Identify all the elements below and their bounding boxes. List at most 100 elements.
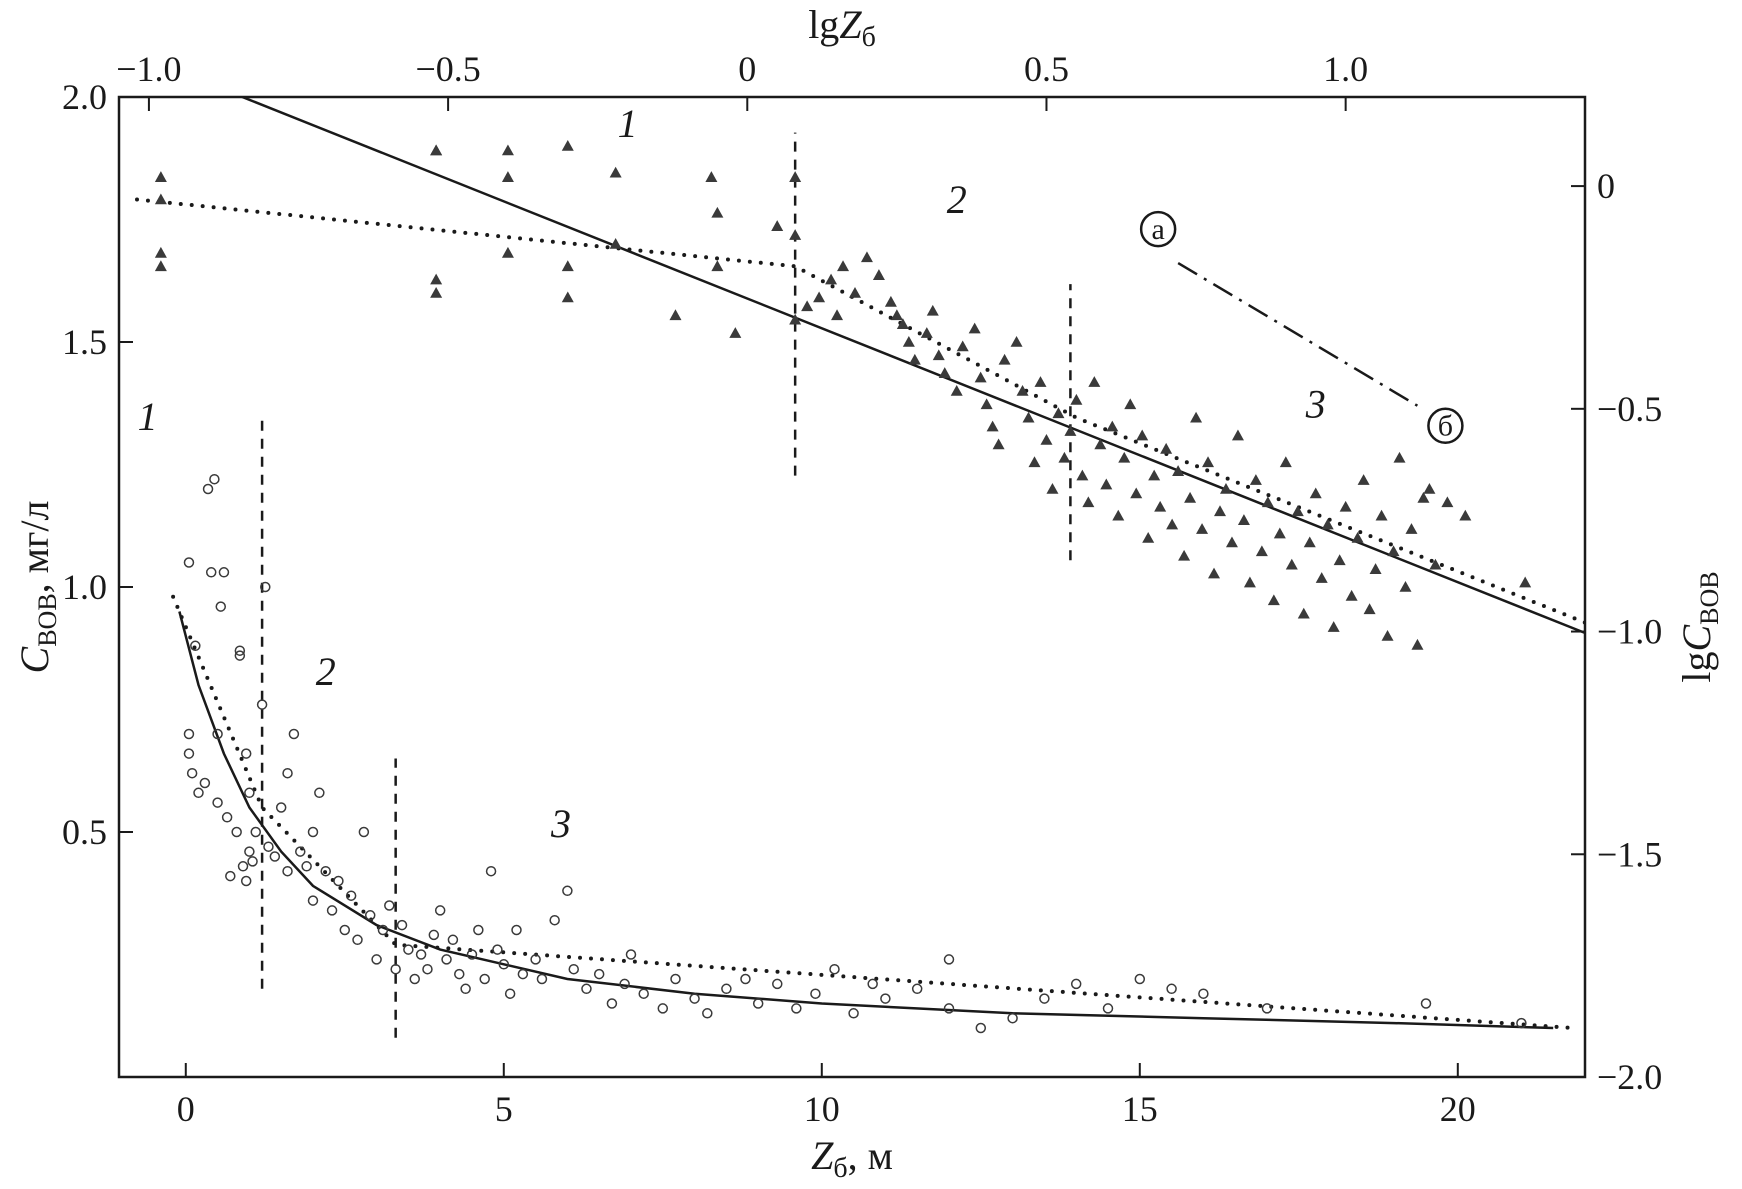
data-point-circle bbox=[231, 826, 242, 838]
data-point-triangle bbox=[1166, 518, 1179, 530]
right-tick-label: −1.5 bbox=[1597, 834, 1662, 874]
data-point-triangle bbox=[1375, 509, 1388, 521]
data-point-circle bbox=[504, 988, 516, 999]
data-point-circle bbox=[689, 993, 700, 1004]
data-point-triangle bbox=[501, 144, 514, 156]
data-point-triangle bbox=[968, 322, 981, 334]
data-point-circle bbox=[441, 954, 452, 965]
plot-border bbox=[117, 95, 1587, 1079]
data-point-triangle bbox=[1076, 469, 1089, 481]
data-point-circle bbox=[326, 905, 338, 916]
top-tick-label: −1.0 bbox=[116, 49, 181, 89]
data-point-triangle bbox=[430, 273, 443, 285]
data-point-triangle bbox=[1052, 407, 1065, 419]
data-point-triangle bbox=[1249, 474, 1262, 485]
data-point-triangle bbox=[1393, 451, 1406, 463]
data-point-triangle bbox=[1082, 496, 1095, 508]
data-point-circle bbox=[209, 473, 220, 485]
data-point-circle bbox=[1261, 1003, 1273, 1014]
zone-3-top-label: 3 bbox=[1305, 382, 1326, 427]
data-point-triangle bbox=[789, 229, 802, 240]
data-point-triangle bbox=[932, 349, 945, 361]
data-point-triangle bbox=[1297, 607, 1310, 619]
data-point-circle bbox=[428, 929, 440, 941]
data-point-circle bbox=[234, 650, 246, 661]
data-point-circle bbox=[202, 483, 214, 495]
zone-2-top-label: 2 bbox=[947, 177, 967, 222]
data-point-triangle bbox=[609, 166, 622, 178]
data-point-circle bbox=[657, 1003, 669, 1014]
right-axis-title: lgCВОВ bbox=[1674, 571, 1724, 682]
data-point-circle bbox=[562, 885, 573, 897]
data-point-triangle bbox=[705, 171, 718, 182]
data-point-circle bbox=[240, 875, 252, 887]
data-point-triangle bbox=[1261, 496, 1274, 508]
left-tick-label: 0.5 bbox=[62, 812, 107, 852]
data-point-circle bbox=[975, 1022, 987, 1034]
zone-1-bottom-label: 1 bbox=[138, 394, 158, 439]
data-point-circle bbox=[275, 802, 287, 813]
data-point-circle bbox=[473, 924, 484, 936]
x-axis-title: Zб, м bbox=[811, 1133, 893, 1184]
data-point-triangle bbox=[1411, 638, 1424, 650]
data-point-triangle bbox=[1046, 483, 1059, 494]
data-point-circle bbox=[256, 699, 268, 710]
data-point-circle bbox=[434, 905, 446, 916]
fit-line-dotted-top-right bbox=[135, 197, 1585, 625]
data-point-circle bbox=[205, 567, 217, 578]
data-point-circle bbox=[186, 767, 198, 779]
data-point-circle bbox=[352, 934, 363, 946]
data-point-circle bbox=[485, 865, 497, 877]
data-point-circle bbox=[333, 875, 344, 887]
data-point-triangle bbox=[1279, 456, 1292, 468]
data-point-triangle bbox=[1154, 500, 1167, 512]
data-point-triangle bbox=[872, 269, 885, 280]
data-point-circle bbox=[752, 998, 764, 1009]
data-point-triangle bbox=[1190, 411, 1203, 423]
fit-line-solid-bottom-left bbox=[178, 611, 1554, 1030]
left-tick-label: 1.0 bbox=[62, 567, 107, 607]
data-point-triangle bbox=[1028, 456, 1041, 468]
data-point-circle bbox=[772, 978, 783, 990]
top-tick-label: 0.5 bbox=[1024, 49, 1069, 89]
key-label-б: б bbox=[1438, 410, 1453, 443]
data-point-triangle bbox=[1088, 376, 1101, 387]
data-point-triangle bbox=[1064, 425, 1077, 436]
data-point-triangle bbox=[831, 309, 844, 321]
data-point-circle bbox=[282, 865, 293, 877]
data-point-circle bbox=[810, 988, 821, 999]
data-point-triangle bbox=[154, 171, 167, 182]
data-point-triangle bbox=[561, 260, 574, 272]
data-point-triangle bbox=[1429, 558, 1442, 570]
data-point-triangle bbox=[1285, 558, 1298, 570]
data-point-triangle bbox=[1022, 411, 1035, 423]
data-point-circle bbox=[1007, 1012, 1018, 1024]
data-point-circle bbox=[225, 870, 236, 882]
key-circle-а bbox=[1139, 210, 1177, 248]
data-point-circle bbox=[314, 787, 325, 799]
data-point-triangle bbox=[1136, 429, 1149, 441]
data-point-circle bbox=[536, 973, 548, 985]
bottom-tick-label: 5 bbox=[495, 1089, 513, 1129]
chart-labels: 0 5 10 15 200.51.01.52.0−1.0 −0.5 0 0.5 1.00−0.5… bbox=[12, 2, 1724, 1184]
data-point-circle bbox=[240, 748, 252, 759]
data-point-circle bbox=[498, 959, 510, 970]
data-point-circle bbox=[250, 826, 261, 838]
data-point-circle bbox=[568, 963, 579, 975]
data-point-triangle bbox=[1208, 567, 1221, 579]
data-point-triangle bbox=[669, 309, 682, 321]
data-point-circle bbox=[492, 944, 503, 955]
data-point-triangle bbox=[1148, 469, 1161, 481]
data-point-circle bbox=[606, 998, 618, 1009]
fit-line-dotted-bottom-left bbox=[171, 594, 1575, 1030]
data-point-triangle bbox=[1381, 630, 1394, 641]
data-point-circle bbox=[263, 841, 274, 852]
data-point-triangle bbox=[1213, 505, 1226, 517]
data-point-circle bbox=[244, 787, 255, 799]
data-point-circle bbox=[390, 963, 401, 975]
data-point-circle bbox=[364, 910, 376, 921]
data-point-triangle bbox=[1303, 536, 1316, 548]
data-point-circle bbox=[218, 567, 230, 578]
data-point-circle bbox=[282, 767, 293, 779]
data-point-triangle bbox=[1040, 434, 1053, 445]
